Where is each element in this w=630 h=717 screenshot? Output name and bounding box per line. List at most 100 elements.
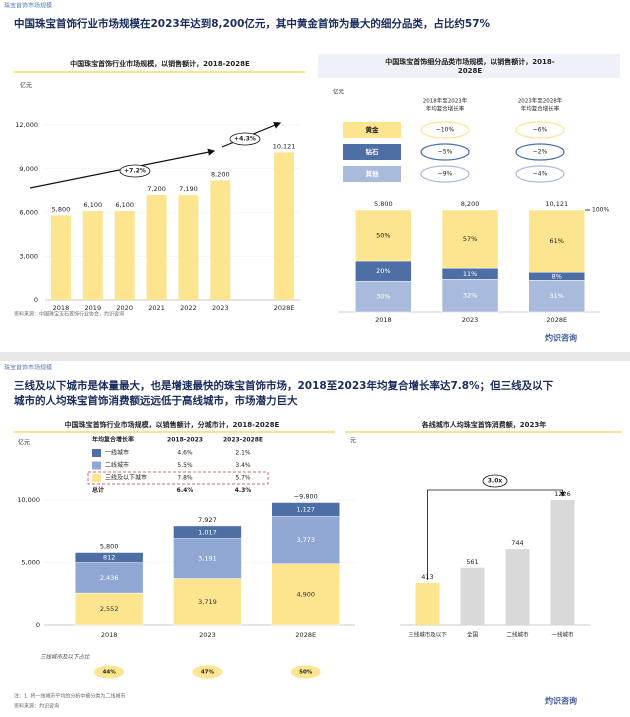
slide-tag: 珠宝首饰市场规模	[4, 364, 52, 372]
cagr-value: 2.1%	[235, 450, 251, 457]
x-tick-label: 2020	[116, 304, 133, 312]
x-tick-label: 2018	[53, 304, 70, 312]
bar-segment	[74, 552, 144, 563]
value-label: 561	[466, 558, 478, 566]
legend-label: 黄金	[366, 125, 380, 134]
bar	[50, 215, 71, 300]
legend-swatch	[343, 166, 401, 182]
bar	[274, 152, 295, 300]
bar-segment	[441, 209, 499, 269]
x-tick-label: 2019	[85, 304, 102, 312]
chart-title: 中国珠宝首饰细分品类市场规模，以销售额计，2018-	[385, 57, 554, 66]
total-label: 5,800	[100, 543, 119, 551]
x-tick-label: 2023	[212, 304, 229, 312]
unit-label: 亿元	[333, 88, 345, 96]
table-header: 年均复合增长率	[426, 105, 465, 113]
value-label: 3,719	[198, 598, 217, 606]
multiple-bracket	[427, 489, 565, 580]
cagr-value: 6.4%	[177, 487, 194, 494]
x-tick-label: 2028E	[295, 631, 316, 639]
bar-segment	[271, 502, 340, 517]
bar	[415, 582, 440, 625]
table-header: 年均复合增长率	[521, 105, 560, 113]
cagr-label: +4.3%	[234, 136, 256, 143]
legend-label: 二线城市	[105, 461, 129, 469]
x-tick-label: 2028E	[546, 316, 567, 324]
panel-header	[318, 54, 620, 78]
y-tick-label: 6,000	[19, 209, 38, 217]
y-tick-label: 0	[34, 296, 38, 304]
cagr-badge	[515, 165, 565, 183]
table-header: 2023年至2028年	[518, 97, 563, 105]
bar-segment	[355, 281, 412, 313]
total-label: 7,927	[198, 516, 217, 524]
cagr-badge	[420, 143, 470, 161]
bar	[82, 211, 103, 300]
cagr-badge	[420, 121, 470, 139]
x-tick-label: 一线城市	[551, 631, 574, 639]
source: 资料来源：中国珠宝玉石首饰行业协会，灼识咨询	[14, 311, 124, 318]
multiple-label: 3.0x	[488, 478, 503, 485]
logo: 灼识咨询	[545, 696, 577, 706]
value-label: 8%	[552, 272, 562, 280]
slide-tag: 珠宝首饰市场规模	[4, 2, 52, 10]
share-label: 47%	[201, 670, 215, 676]
x-tick-label: 2028E	[274, 304, 295, 312]
y-tick-label: 9,000	[19, 165, 38, 173]
x-tick-label: 2018	[101, 631, 118, 639]
legend-label: 一线城市	[105, 449, 129, 457]
cagr-label: ~10%	[436, 127, 455, 134]
cagr-badge	[229, 132, 261, 146]
bar	[550, 499, 575, 625]
x-tick-label: 2018	[375, 316, 392, 324]
share-badge	[290, 665, 321, 679]
y-tick-label: 5,000	[21, 559, 40, 567]
bar-segment	[528, 209, 585, 273]
value-label: 6,100	[84, 201, 103, 209]
y-tick-label: 12,000	[15, 121, 38, 129]
legend-swatch	[92, 474, 101, 482]
bar-segment	[74, 562, 144, 594]
bar	[505, 549, 530, 625]
y-tick-label: 10,000	[17, 496, 40, 504]
x-tick-label: 2021	[148, 304, 165, 312]
value-label: 3,191	[198, 555, 217, 563]
bar	[146, 195, 167, 300]
share-title: 三线城市及以下占比	[40, 654, 90, 661]
total-label: 10,121	[545, 200, 568, 208]
cagr-value: 4.3%	[235, 487, 252, 494]
unit-label: 亿元	[18, 439, 30, 447]
cagr-label: ~9%	[438, 171, 453, 178]
cagr-label: ~5%	[438, 149, 453, 156]
legend-swatch	[343, 144, 401, 160]
logo: 灼识咨询	[545, 333, 577, 343]
slide-title: 城市的人均珠宝首饰消费额远远低于高线城市，市场潜力巨大	[14, 394, 298, 407]
value-label: 2,552	[100, 605, 119, 613]
chart-title: 2028E	[458, 67, 482, 75]
bar	[114, 211, 135, 300]
cagr-badge	[515, 143, 565, 161]
value-label: 1,127	[296, 506, 315, 514]
cagr-badge	[119, 164, 151, 178]
multiple-badge	[482, 474, 508, 488]
value-label: 57%	[463, 235, 477, 243]
table-header: 2018年至2023年	[423, 97, 468, 105]
cagr-badge	[420, 165, 470, 183]
x-tick-label: 2023	[462, 316, 479, 324]
value-label: 2,436	[100, 574, 119, 582]
cagr-label: ~4%	[533, 171, 548, 178]
value-label: 744	[511, 539, 523, 547]
value-label: 812	[103, 554, 115, 562]
x-tick-label: 2022	[180, 304, 197, 312]
slide-title: 三线及以下城市是体量最大，也是增速最快的珠宝首饰市场，2018至2023年均复合…	[14, 379, 554, 392]
x-tick-label: 2023	[199, 631, 216, 639]
table-header: 2023-2028E	[223, 437, 263, 444]
bar-segment	[173, 525, 242, 539]
cagr-value: 7.8%	[177, 475, 193, 482]
cagr-badge	[515, 121, 565, 139]
value-label: 3,773	[296, 536, 315, 544]
top-label: 100%	[592, 207, 609, 214]
highlight-box	[87, 471, 269, 485]
cagr-value: 3.4%	[235, 462, 251, 469]
